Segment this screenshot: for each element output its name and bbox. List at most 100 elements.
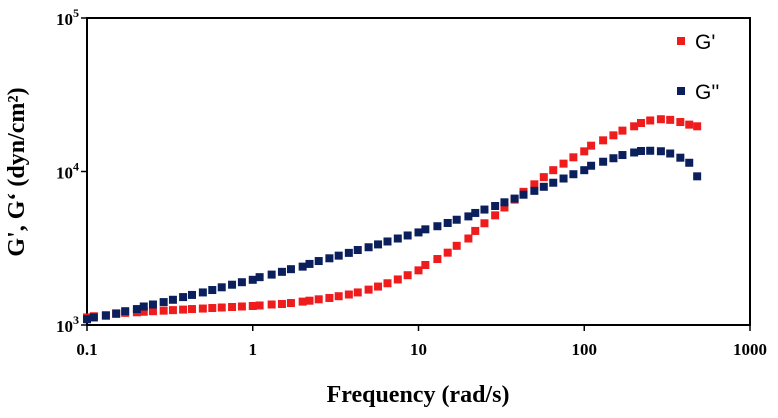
data-point bbox=[112, 309, 121, 318]
data-point bbox=[500, 203, 509, 212]
data-point bbox=[208, 304, 217, 313]
data-point bbox=[267, 270, 276, 279]
data-point bbox=[480, 219, 489, 228]
data-point bbox=[344, 290, 353, 299]
data-point bbox=[364, 285, 373, 294]
data-point bbox=[646, 146, 655, 155]
data-point bbox=[298, 262, 307, 271]
data-point bbox=[286, 265, 295, 274]
data-point bbox=[198, 288, 207, 297]
data-point bbox=[433, 255, 442, 264]
data-point bbox=[393, 275, 402, 284]
data-point bbox=[228, 302, 237, 311]
data-point bbox=[364, 243, 373, 252]
data-point bbox=[208, 286, 217, 295]
data-point bbox=[559, 174, 568, 183]
data-point bbox=[148, 307, 157, 316]
data-point bbox=[121, 307, 130, 316]
data-point bbox=[237, 302, 246, 311]
data-point bbox=[656, 147, 665, 156]
data-point bbox=[179, 305, 188, 314]
data-point bbox=[305, 259, 314, 268]
data-point bbox=[101, 311, 110, 320]
data-point bbox=[383, 237, 392, 246]
data-point bbox=[421, 260, 430, 269]
data-point bbox=[666, 115, 675, 124]
data-point bbox=[530, 186, 539, 195]
data-point bbox=[179, 293, 188, 302]
data-point bbox=[255, 301, 264, 310]
data-point bbox=[255, 273, 264, 282]
data-point bbox=[569, 153, 578, 162]
y-tick-label: 103 bbox=[56, 313, 79, 336]
data-point bbox=[464, 234, 473, 243]
data-point bbox=[646, 116, 655, 125]
data-point bbox=[443, 218, 452, 227]
data-point bbox=[403, 271, 412, 280]
data-point bbox=[471, 208, 480, 217]
data-point bbox=[89, 313, 98, 322]
x-tick-label: 10 bbox=[410, 340, 427, 359]
data-point bbox=[510, 194, 519, 203]
data-point bbox=[559, 159, 568, 168]
data-point bbox=[464, 212, 473, 221]
data-point bbox=[519, 190, 528, 199]
data-point bbox=[198, 304, 207, 313]
data-point bbox=[277, 267, 286, 276]
legend-swatch-g-double-prime bbox=[677, 87, 685, 95]
data-point bbox=[580, 147, 589, 156]
data-point bbox=[383, 279, 392, 288]
data-point bbox=[314, 295, 323, 304]
legend-label-g-double-prime: G'' bbox=[695, 81, 719, 104]
data-point bbox=[237, 278, 246, 287]
data-point bbox=[168, 295, 177, 304]
x-tick-label: 0.1 bbox=[76, 340, 97, 359]
y-tick-label: 105 bbox=[56, 6, 79, 29]
data-point bbox=[569, 170, 578, 179]
data-point bbox=[305, 296, 314, 305]
data-point bbox=[325, 293, 334, 302]
data-point bbox=[267, 300, 276, 309]
data-point bbox=[693, 122, 702, 131]
data-point bbox=[159, 306, 168, 315]
data-point bbox=[433, 222, 442, 231]
data-point bbox=[491, 211, 500, 220]
plot-area-frame bbox=[86, 17, 751, 326]
data-point bbox=[187, 305, 196, 314]
data-point bbox=[452, 241, 461, 250]
data-point bbox=[685, 158, 694, 167]
data-point bbox=[298, 297, 307, 306]
x-tick-label: 1000 bbox=[733, 340, 767, 359]
data-point bbox=[676, 153, 685, 162]
series-g-prime bbox=[83, 115, 702, 322]
data-point bbox=[277, 300, 286, 309]
data-point bbox=[286, 299, 295, 308]
data-point bbox=[393, 234, 402, 243]
data-point bbox=[314, 257, 323, 266]
data-point bbox=[248, 275, 257, 284]
data-point bbox=[139, 307, 148, 316]
data-point bbox=[500, 198, 509, 207]
legend-label-g-prime: G' bbox=[695, 31, 715, 54]
legend: G' G'' bbox=[677, 31, 719, 104]
legend-swatch-g-prime bbox=[677, 37, 685, 45]
data-point bbox=[83, 315, 91, 324]
data-point bbox=[539, 173, 548, 182]
data-point bbox=[374, 282, 383, 291]
data-point bbox=[139, 302, 148, 311]
x-axis-ticks: 0.1 1 10 100 1000 bbox=[76, 325, 767, 359]
data-point bbox=[132, 305, 141, 314]
data-point bbox=[539, 182, 548, 191]
data-points bbox=[83, 115, 702, 324]
y-axis-ticks: 103 104 105 bbox=[56, 6, 87, 336]
data-point bbox=[666, 149, 675, 158]
x-tick-label: 1 bbox=[249, 340, 258, 359]
data-point bbox=[471, 226, 480, 235]
data-point bbox=[374, 240, 383, 249]
data-point bbox=[587, 161, 596, 170]
data-point bbox=[491, 201, 500, 210]
data-point bbox=[630, 122, 639, 131]
data-point bbox=[334, 251, 343, 260]
data-point bbox=[228, 280, 237, 289]
